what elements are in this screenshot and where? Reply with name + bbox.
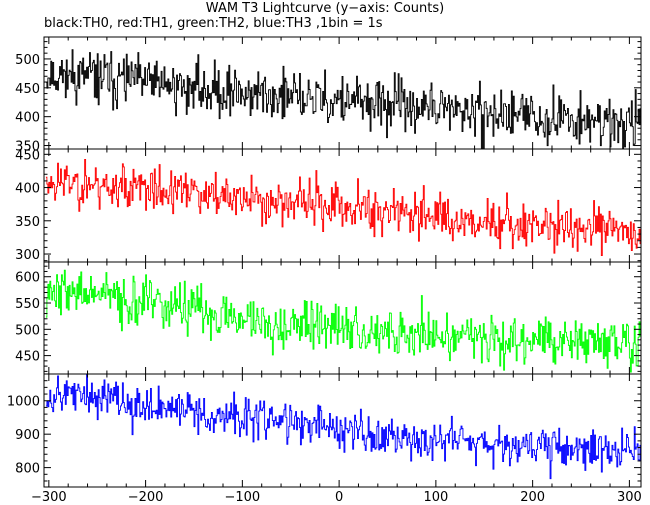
- series-line-th1: [45, 158, 641, 257]
- x-tick-label: −300: [31, 490, 67, 505]
- y-tick-label: 450: [15, 350, 40, 365]
- chart-title: WAM T3 Lightcurve (y−axis: Counts): [205, 1, 445, 16]
- y-tick-label: 500: [15, 323, 40, 338]
- y-tick-label: 900: [15, 428, 40, 443]
- panels-layer: 350 400 450 500 300 350 400 450 450 500 550 600 800 9…: [7, 36, 642, 488]
- y-tick-label: 550: [15, 297, 40, 312]
- series-line-th2: [45, 269, 641, 373]
- y-tick-label: 600: [15, 271, 40, 286]
- chart-subtitle: black:TH0, red:TH1, green:TH2, blue:TH3 …: [44, 16, 383, 31]
- x-tick-label: −100: [224, 490, 260, 505]
- y-tick-label: 1000: [7, 395, 40, 410]
- series-line-th0: [45, 49, 641, 149]
- panel-th2: 450 500 550 600: [15, 261, 642, 375]
- panel-frame-th0: [43, 36, 642, 150]
- panel-frame-th3: [43, 373, 642, 488]
- y-tick-label: 350: [15, 215, 40, 230]
- x-tick-label: 100: [423, 490, 448, 505]
- y-tick-label: 500: [15, 53, 40, 68]
- x-tick-label: 0: [335, 490, 343, 505]
- x-tick-label: −200: [128, 490, 164, 505]
- y-tick-label: 400: [15, 182, 40, 197]
- panel-th0: 350 400 450 500: [15, 36, 642, 155]
- panel-th3: 800 900 1000: [7, 373, 642, 488]
- series-line-th3: [45, 374, 641, 480]
- y-tick-label: 800: [15, 462, 40, 477]
- y-tick-label: 350: [15, 140, 40, 155]
- y-tick-label: 450: [15, 148, 40, 163]
- y-tick-label: 300: [15, 248, 40, 263]
- panel-frame-th1: [43, 148, 642, 263]
- panel-th1: 300 350 400 450: [15, 148, 642, 263]
- x-tick-label: 200: [520, 490, 545, 505]
- y-tick-label: 450: [15, 82, 40, 97]
- x-tick-label: 300: [617, 490, 642, 505]
- x-axis: −300 −200 −100 0 100 200 300: [31, 490, 642, 505]
- y-tick-label: 400: [15, 111, 40, 126]
